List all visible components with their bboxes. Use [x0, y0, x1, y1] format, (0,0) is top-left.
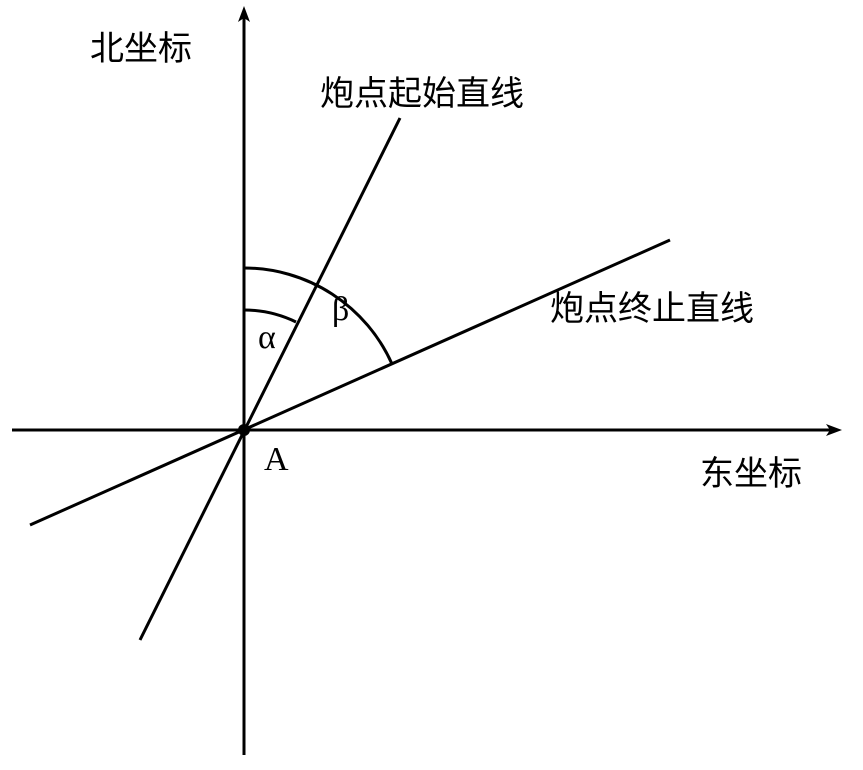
- alpha-label: α: [258, 319, 276, 356]
- end-line-label: 炮点终止直线: [550, 290, 754, 328]
- beta-label: β: [332, 291, 349, 328]
- y-axis-label: 北坐标: [90, 30, 192, 68]
- origin-point: [238, 424, 250, 436]
- origin-label: A: [264, 441, 289, 478]
- x-axis-label: 东坐标: [700, 455, 802, 493]
- end-line: [30, 240, 670, 525]
- start-line-label: 炮点起始直线: [320, 75, 524, 113]
